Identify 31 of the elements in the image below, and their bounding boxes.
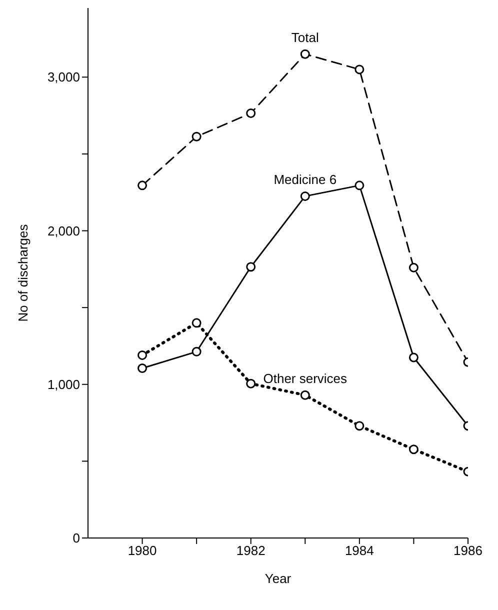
point xyxy=(192,132,202,142)
series-label: Total xyxy=(291,30,319,46)
point xyxy=(408,352,418,362)
x-tick-label: 1982 xyxy=(236,543,266,558)
x-axis-title: Year xyxy=(264,571,292,586)
point xyxy=(354,64,364,74)
point xyxy=(354,421,364,431)
point xyxy=(192,318,202,328)
y-tick-label: 0 xyxy=(72,530,80,546)
point xyxy=(300,390,310,400)
point xyxy=(246,262,256,272)
point xyxy=(246,378,256,388)
point xyxy=(300,191,310,201)
point xyxy=(138,180,148,190)
y-axis-title: No of discharges xyxy=(16,224,31,322)
y-tick-label: 2,000 xyxy=(47,223,80,238)
point xyxy=(354,180,364,190)
point xyxy=(300,49,310,59)
x-tick-label: 1986 xyxy=(454,543,482,558)
series-label: Medicine 6 xyxy=(274,172,337,188)
x-tick-label: 1984 xyxy=(344,543,374,558)
x-tick-label: 1980 xyxy=(128,543,157,558)
point xyxy=(138,363,148,373)
point xyxy=(138,350,148,360)
point xyxy=(192,346,202,356)
point xyxy=(408,262,418,272)
series-label: Other services xyxy=(263,371,348,386)
point xyxy=(246,108,256,118)
point xyxy=(408,444,418,454)
y-tick-label: 1,000 xyxy=(47,376,80,392)
y-tick-label: 3,000 xyxy=(47,70,80,85)
